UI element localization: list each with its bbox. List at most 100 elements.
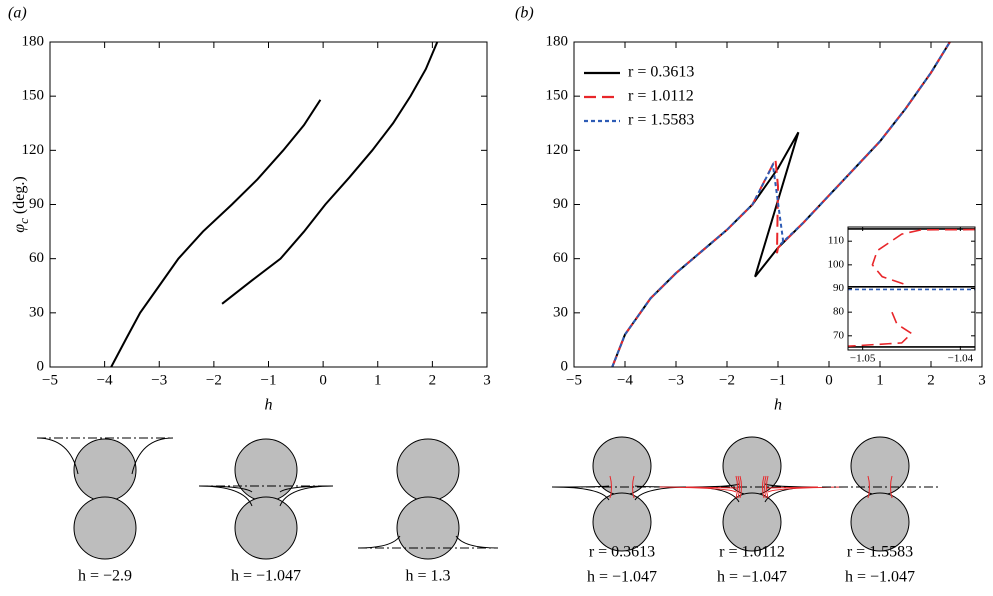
- particle: [73, 496, 137, 560]
- x-tick-label: −1: [261, 372, 277, 388]
- particle: [722, 436, 782, 496]
- x-tick-label: 3: [483, 372, 491, 388]
- particle: [73, 438, 137, 502]
- x-tick-label: 0: [319, 372, 327, 388]
- x-tick-label: −3: [668, 372, 684, 388]
- meniscus: [634, 486, 693, 501]
- x-tick-label: −5: [566, 372, 582, 388]
- x-tick-label: −5: [42, 372, 58, 388]
- diagram-label: r = 1.0112: [719, 544, 785, 561]
- particle: [592, 492, 652, 552]
- diagram-label: h = −2.9: [78, 568, 132, 585]
- meniscus-red: [867, 475, 870, 499]
- x-tick-label: 0: [825, 372, 833, 388]
- y-tick-label: 150: [546, 88, 569, 104]
- y-tick-label: 80: [833, 306, 845, 318]
- particle: [850, 436, 910, 496]
- meniscus-red: [659, 486, 737, 493]
- meniscus-red: [765, 486, 819, 489]
- meniscus: [131, 437, 174, 475]
- y-tick-label: 90: [553, 196, 568, 212]
- particle: [722, 492, 782, 552]
- x-tick-label: −1.05: [850, 353, 876, 365]
- y-tick-label: 90: [29, 196, 44, 212]
- diagram-label: r = 1.5583: [847, 544, 913, 561]
- y-tick-label: 30: [553, 304, 568, 320]
- meniscus: [455, 535, 499, 549]
- data-line: [848, 228, 975, 348]
- legend-label: r = 1.0112: [628, 88, 694, 105]
- y-tick-label: 0: [37, 358, 45, 374]
- y-tick-label: 120: [546, 142, 569, 158]
- diagram-label: h = 1.3: [405, 568, 450, 585]
- x-tick-label: −4: [617, 372, 633, 388]
- meniscus-red: [685, 486, 739, 489]
- x-tick-label: 1: [374, 372, 382, 388]
- diagram-label: h = −1.047: [587, 569, 657, 586]
- meniscus-red: [737, 475, 740, 499]
- meniscus-red: [735, 475, 738, 499]
- meniscus-red: [609, 475, 612, 499]
- meniscus-red: [890, 475, 893, 499]
- meniscus-red: [632, 475, 635, 499]
- y-label-unit: (deg.): [11, 176, 28, 214]
- particle: [396, 496, 460, 560]
- y-tick-label: 120: [22, 142, 45, 158]
- meniscus: [357, 535, 401, 549]
- y-label-symbol: φ: [11, 224, 28, 233]
- x-tick-label: −2: [206, 372, 222, 388]
- y-tick-label: 180: [546, 33, 569, 49]
- meniscus: [198, 485, 253, 507]
- legend-label: r = 0.3613: [628, 64, 694, 81]
- meniscus: [36, 437, 79, 475]
- diagram-label: r = 0.3613: [589, 544, 655, 561]
- y-tick-label: 180: [22, 33, 45, 49]
- x-tick-label: −1: [770, 372, 786, 388]
- y-tick-label: 0: [561, 358, 569, 374]
- data-line: [110, 99, 322, 367]
- particle: [850, 492, 910, 552]
- y-tick-label: 60: [553, 250, 568, 266]
- y-tick-label: 100: [828, 258, 845, 270]
- y-tick-label: 150: [22, 88, 45, 104]
- y-tick-label: 60: [29, 250, 44, 266]
- panel-label: (b): [515, 5, 534, 22]
- meniscus-red: [766, 475, 769, 499]
- y-tick-label: 110: [828, 235, 845, 247]
- diagram-label: h = −1.047: [717, 569, 787, 586]
- panel-label: (a): [8, 5, 27, 22]
- meniscus: [686, 486, 740, 503]
- particle: [234, 438, 298, 502]
- y-tick-label: 70: [833, 329, 845, 341]
- meniscus: [551, 486, 610, 501]
- x-tick-label: −3: [151, 372, 167, 388]
- x-tick-label: 3: [978, 372, 986, 388]
- diagram-label: h = −1.047: [231, 568, 301, 585]
- y-tick-label: 90: [833, 282, 845, 294]
- x-tick-label: 2: [429, 372, 437, 388]
- y-label-subscript: c: [16, 218, 31, 224]
- y-tick-label: 30: [29, 304, 44, 320]
- data-line: [611, 42, 951, 367]
- x-tick-label: −1.04: [948, 353, 974, 365]
- meniscus: [279, 485, 334, 507]
- meniscus-red: [767, 486, 845, 493]
- inset-background: [848, 227, 975, 350]
- y-axis-label: φc (deg.): [11, 176, 31, 232]
- x-axis-label: h: [774, 397, 782, 414]
- x-tick-label: 1: [876, 372, 884, 388]
- particle: [396, 438, 460, 502]
- x-tick-label: −4: [97, 372, 113, 388]
- diagram-label: h = −1.047: [845, 569, 915, 586]
- meniscus-red: [739, 475, 742, 499]
- x-axis-label: h: [265, 397, 273, 414]
- legend-label: r = 1.5583: [628, 112, 694, 129]
- particle: [234, 496, 298, 560]
- meniscus-red: [762, 475, 765, 499]
- plot-frame: [49, 41, 488, 368]
- x-tick-label: −2: [719, 372, 735, 388]
- data-line: [848, 228, 975, 348]
- meniscus-red: [764, 475, 767, 499]
- meniscus: [764, 486, 818, 503]
